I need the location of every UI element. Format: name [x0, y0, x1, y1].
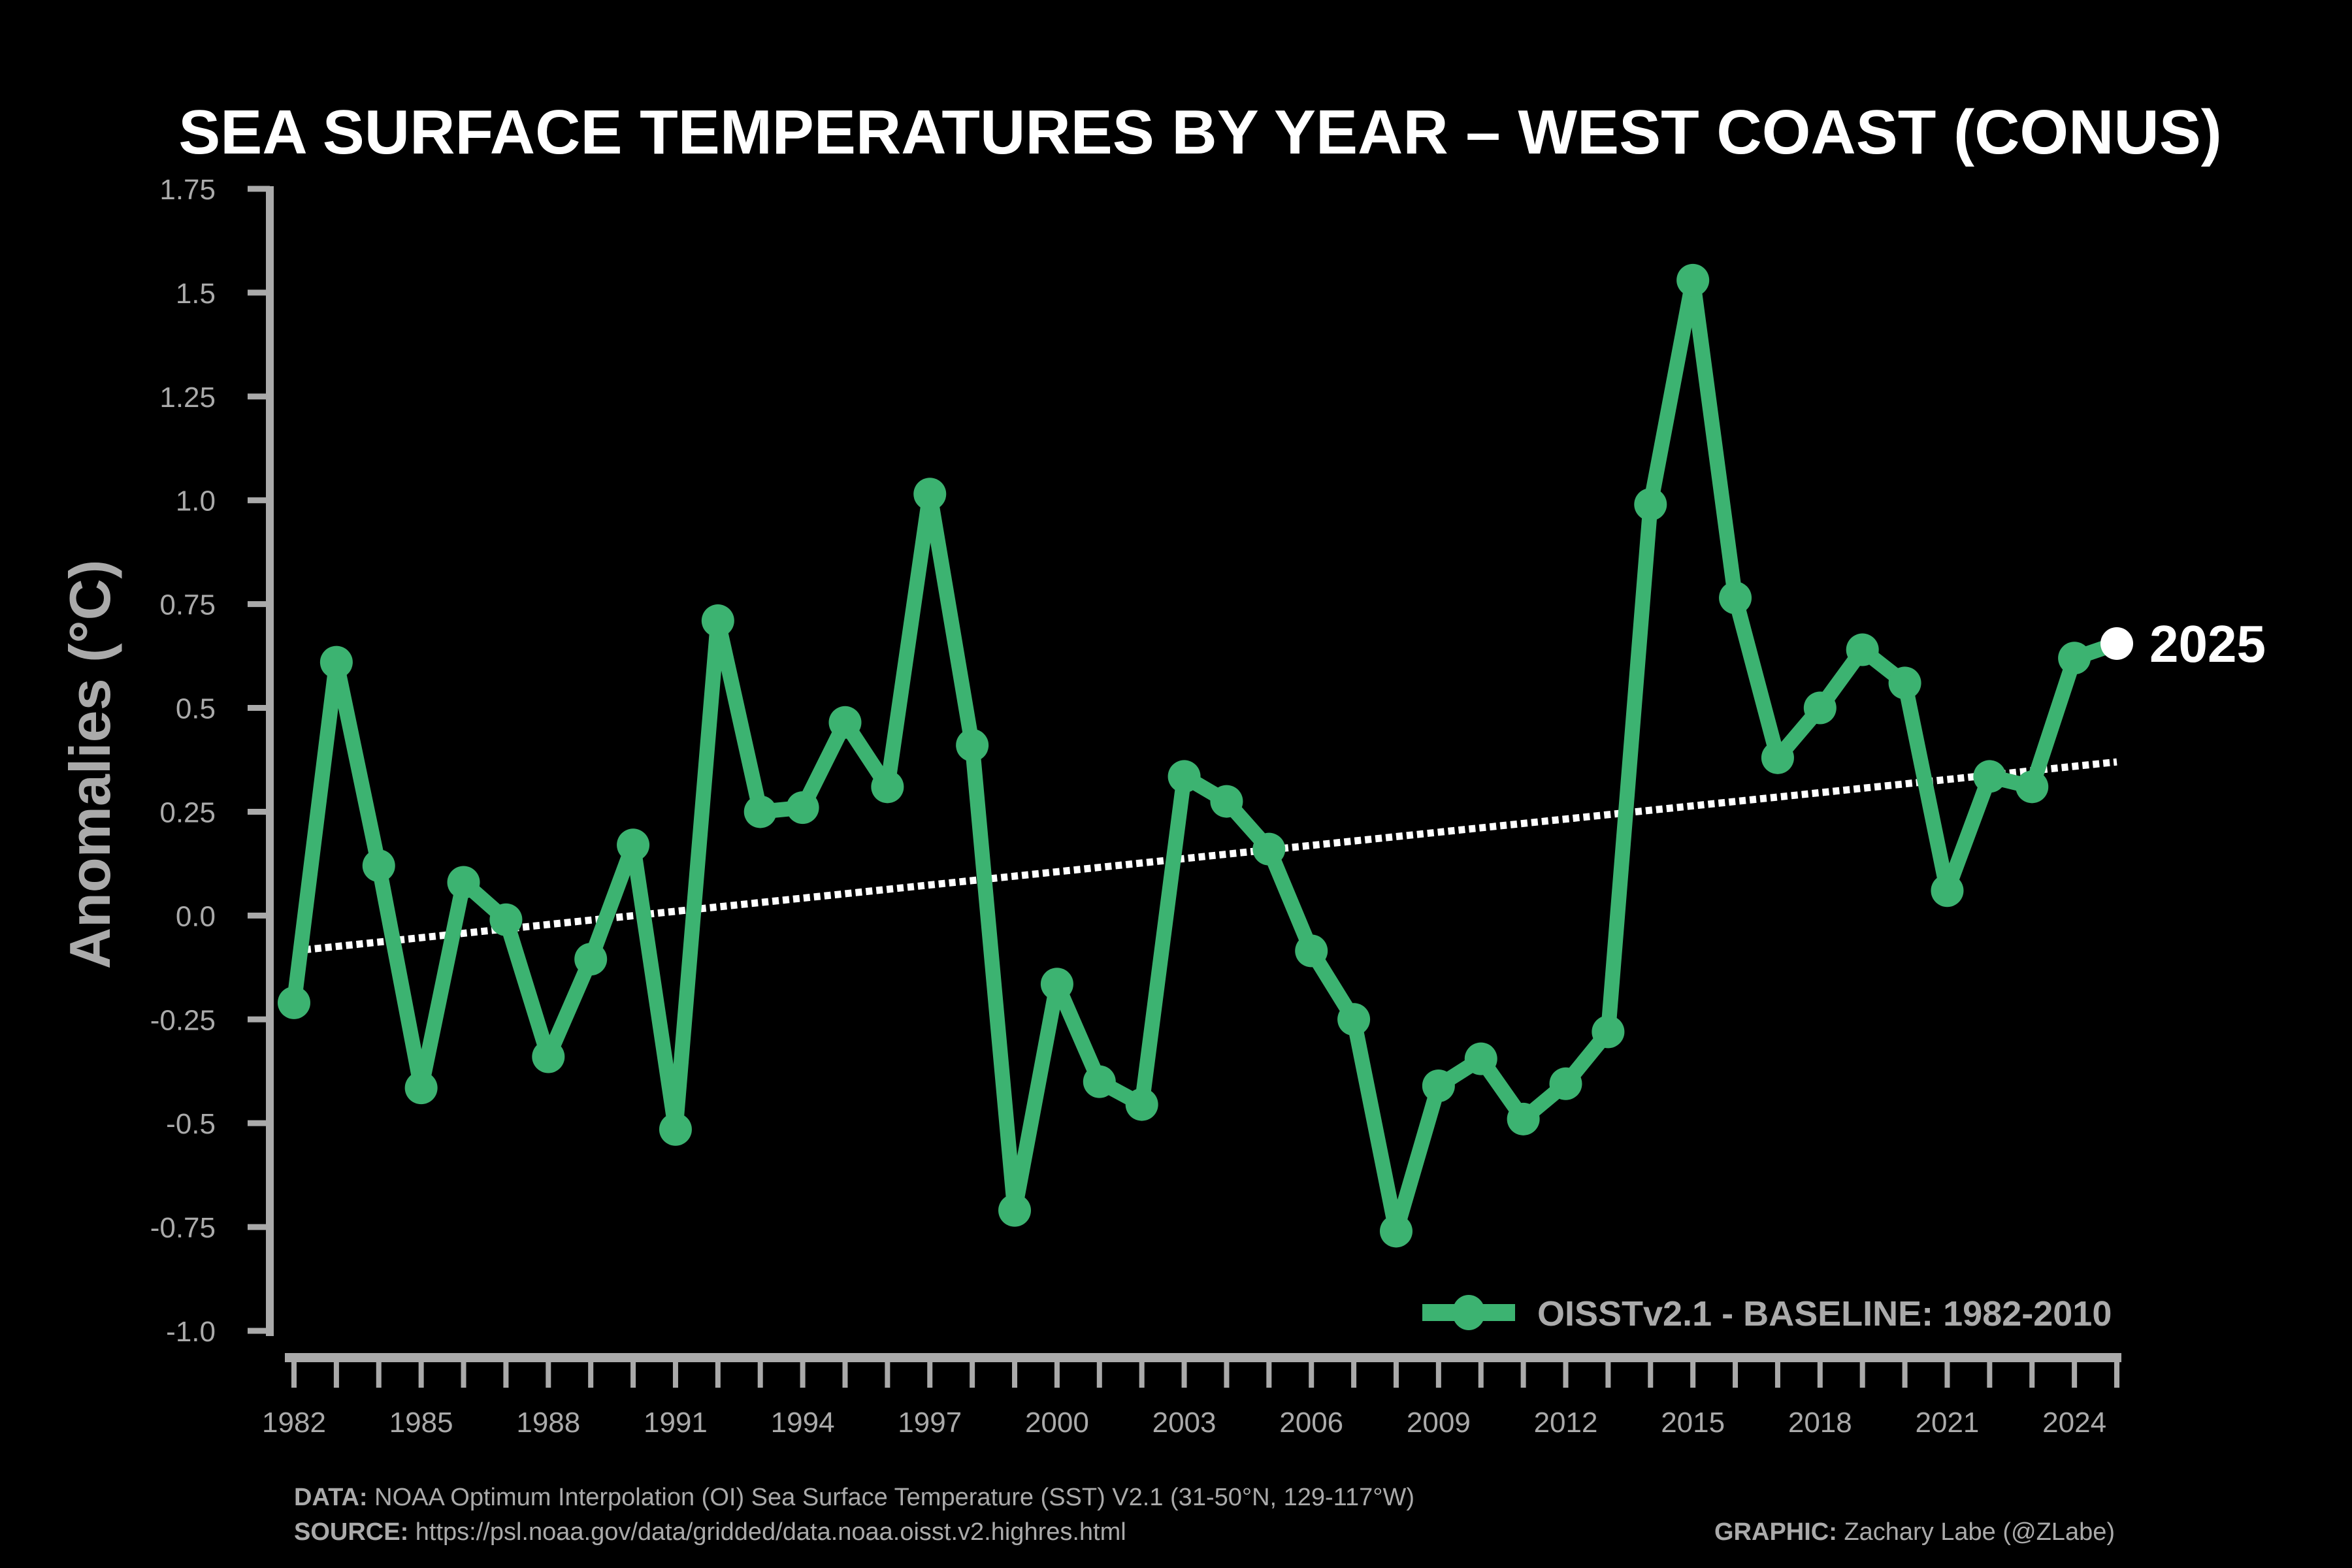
data-point	[1252, 832, 1286, 866]
data-point	[532, 1040, 565, 1073]
footer-data-label: DATA:	[294, 1484, 368, 1511]
data-point	[1592, 1015, 1625, 1049]
x-tick-label: 2009	[1407, 1407, 1471, 1439]
y-tick-label: -0.5	[166, 1108, 216, 1140]
highlight-label: 2025	[2149, 615, 2266, 673]
x-tick-label: 2021	[1916, 1407, 1980, 1439]
data-point	[1973, 760, 2006, 793]
footer: DATA: NOAA Optimum Interpolation (OI) Se…	[294, 1484, 2115, 1546]
data-point	[404, 1071, 438, 1105]
data-point	[1379, 1215, 1413, 1248]
x-tick-label: 1991	[644, 1407, 708, 1439]
data-point	[913, 478, 947, 511]
y-tick-label: 0.0	[176, 900, 216, 932]
footer-source-label: SOURCE:	[294, 1518, 408, 1546]
x-tick-label: 2003	[1152, 1407, 1217, 1439]
legend-label: OISSTv2.1 - BASELINE: 1982-2010	[1537, 1294, 2112, 1333]
x-tick-label: 2015	[1661, 1407, 1725, 1439]
y-tick-label: 0.5	[176, 693, 216, 725]
data-point	[1337, 1003, 1371, 1036]
data-point	[998, 1194, 1032, 1227]
data-point	[278, 986, 310, 1019]
chart-title: SEA SURFACE TEMPERATURES BY YEAR – WEST …	[178, 97, 2221, 167]
data-point	[1125, 1088, 1158, 1121]
data-point	[828, 706, 862, 739]
footer-source: SOURCE: https://psl.noaa.gov/data/gridde…	[294, 1518, 1126, 1546]
legend: OISSTv2.1 - BASELINE: 1982-2010	[1422, 1294, 2112, 1333]
data-point	[1422, 1069, 1455, 1102]
y-tick-label: -0.25	[150, 1004, 216, 1036]
data-point	[1168, 760, 1201, 793]
series-line	[286, 272, 2119, 1239]
data-point	[1888, 666, 1921, 700]
legend-marker-swatch	[1452, 1295, 1485, 1330]
data-point	[786, 791, 819, 825]
data-point	[1803, 691, 1837, 725]
x-tick-label: 1994	[771, 1407, 835, 1439]
y-tick-label: 1.25	[159, 382, 216, 414]
data-point	[489, 903, 523, 936]
data-point	[1040, 968, 1073, 1001]
data-point	[1676, 263, 1710, 297]
data-point	[1507, 1102, 1540, 1135]
y-tick-label: -1.0	[166, 1316, 216, 1348]
series-group: 2025	[278, 263, 2266, 1248]
y-tick-label: 1.5	[176, 278, 216, 310]
footer-graphic-label: GRAPHIC:	[1714, 1518, 1837, 1546]
data-point	[2016, 770, 2049, 804]
footer-data-text: NOAA Optimum Interpolation (OI) Sea Surf…	[368, 1484, 1414, 1511]
x-tick-label: 1997	[898, 1407, 962, 1439]
data-point	[1761, 741, 1794, 774]
x-tick-label: 1988	[516, 1407, 580, 1439]
data-point	[743, 795, 777, 828]
data-point	[1846, 633, 1879, 666]
data-point	[319, 645, 353, 679]
data-point	[956, 728, 989, 762]
data-point	[447, 866, 480, 899]
x-tick-label: 1985	[389, 1407, 453, 1439]
data-point	[701, 604, 734, 638]
data-point	[1464, 1042, 1497, 1075]
axes: 1.75 1.5 1.25 1.0 0.75 0.5 0.25 0.0 -0.25 -0.5 -0.…	[150, 174, 2121, 1439]
footer-data: DATA: NOAA Optimum Interpolation (OI) Se…	[294, 1484, 1414, 1511]
footer-graphic: GRAPHIC: Zachary Labe (@ZLabe)	[1714, 1518, 2115, 1546]
x-tick-label: 2024	[2042, 1407, 2106, 1439]
y-tick-label: 0.25	[159, 796, 216, 828]
y-axis-label: Anomalies (°C)	[57, 560, 122, 970]
footer-source-text: https://psl.noaa.gov/data/gridded/data.n…	[408, 1518, 1126, 1546]
data-point	[617, 828, 650, 862]
data-point	[574, 943, 608, 976]
data-point	[1295, 934, 1328, 968]
data-point	[362, 849, 395, 883]
x-tick-label: 1982	[262, 1407, 326, 1439]
data-point	[1931, 874, 1964, 907]
data-point	[871, 770, 904, 804]
footer-graphic-text: Zachary Labe (@ZLabe)	[1837, 1518, 2115, 1546]
x-tick-label: 2012	[1534, 1407, 1598, 1439]
y-tick-label: 1.75	[159, 174, 216, 206]
data-point	[1549, 1067, 1582, 1100]
x-tick-label: 2018	[1788, 1407, 1852, 1439]
data-point	[2058, 642, 2091, 675]
highlight-point	[2100, 627, 2133, 661]
x-tick-label: 2006	[1279, 1407, 1343, 1439]
y-tick-label: 0.75	[159, 589, 216, 621]
x-tick-label: 2000	[1025, 1407, 1089, 1439]
y-tick-label: -0.75	[150, 1212, 216, 1244]
y-tick-label: 1.0	[176, 485, 216, 517]
data-point	[1210, 785, 1243, 818]
data-point	[1634, 488, 1667, 521]
data-point	[1719, 581, 1752, 615]
data-point	[1083, 1065, 1116, 1098]
data-point	[659, 1113, 692, 1146]
